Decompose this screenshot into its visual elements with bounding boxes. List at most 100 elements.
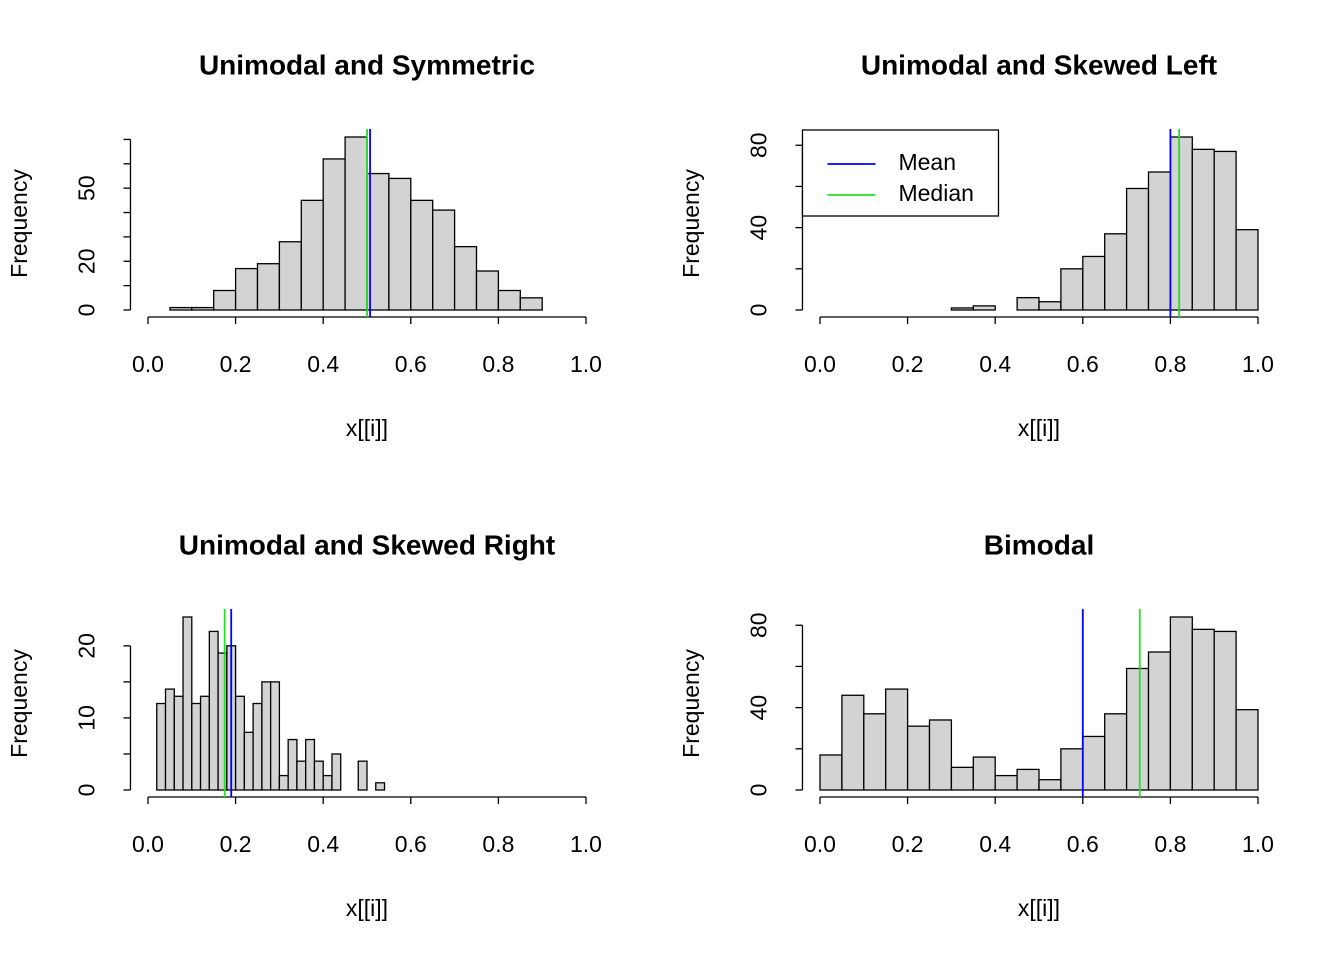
- x-tick-label: 1.0: [570, 351, 602, 377]
- y-tick-label: 0: [746, 304, 772, 317]
- chart-title: Unimodal and Skewed Right: [179, 529, 555, 560]
- bar: [243, 731, 254, 791]
- bar: [432, 209, 456, 311]
- panel: Unimodal and Skewed Right x[[i]] Frequency…: [6, 529, 602, 921]
- bar: [1235, 229, 1259, 311]
- x-tick-label: 0.6: [395, 831, 427, 857]
- x-tick-label: 0.0: [804, 351, 836, 377]
- bar: [1213, 630, 1237, 791]
- bar: [213, 289, 237, 311]
- bar: [1235, 709, 1259, 791]
- bar: [261, 681, 272, 791]
- bar: [1147, 171, 1172, 311]
- y-tick-label: 10: [74, 705, 100, 731]
- x-tick-label: 1.0: [1242, 831, 1274, 857]
- chart-title: Unimodal and Skewed Left: [861, 49, 1217, 80]
- bar: [322, 774, 333, 791]
- bar: [252, 702, 263, 791]
- x-tick-label: 1.0: [570, 831, 602, 857]
- x-tick-label: 0.8: [1154, 831, 1186, 857]
- bar: [300, 199, 324, 311]
- bar: [1060, 748, 1084, 791]
- x-tick-label: 0.8: [482, 351, 514, 377]
- bar: [156, 702, 167, 791]
- bar: [819, 754, 843, 791]
- panel: Bimodal x[[i]] Frequency 0.0 0.2 0.4 0.6 0.8 1.0…: [678, 529, 1274, 921]
- y-axis-label: Frequency: [678, 169, 704, 278]
- bar: [191, 702, 202, 791]
- bar: [519, 297, 543, 311]
- x-axis-label: x[[i]]: [346, 415, 388, 441]
- y-tick-label: 80: [746, 612, 772, 638]
- bar: [475, 270, 500, 311]
- x-tick-label: 0.2: [220, 351, 252, 377]
- bar: [191, 306, 215, 311]
- y-tick-label: 50: [74, 175, 100, 201]
- bar: [1060, 268, 1084, 311]
- legend-label: Mean: [898, 149, 956, 175]
- bar: [972, 756, 996, 791]
- x-tick-label: 0.8: [1154, 351, 1186, 377]
- bar: [1169, 616, 1193, 791]
- x-tick-label: 1.0: [1242, 351, 1274, 377]
- bar: [269, 681, 281, 791]
- bar: [296, 760, 307, 791]
- bar: [950, 766, 974, 791]
- bar: [1038, 779, 1062, 791]
- chart-title: Unimodal and Symmetric: [199, 49, 535, 80]
- bar: [863, 713, 887, 791]
- bar: [453, 245, 478, 311]
- x-tick-label: 0.0: [132, 351, 164, 377]
- bar: [1104, 233, 1128, 311]
- bar: [1082, 735, 1106, 791]
- bar: [1191, 148, 1215, 311]
- x-tick-label: 0.4: [979, 831, 1011, 857]
- x-axis-label: x[[i]]: [346, 895, 388, 921]
- x-tick-label: 0.4: [307, 831, 339, 857]
- bar: [344, 136, 368, 311]
- x-tick-label: 0.0: [132, 831, 164, 857]
- x-tick-label: 0.8: [482, 831, 514, 857]
- bar: [375, 782, 386, 791]
- bar: [972, 305, 996, 311]
- bar: [313, 760, 324, 791]
- y-tick-label: 40: [746, 215, 772, 241]
- bar: [1038, 301, 1062, 311]
- bar: [234, 267, 259, 311]
- bar: [906, 725, 931, 791]
- bar: [322, 158, 346, 311]
- bar: [182, 616, 193, 791]
- bar: [278, 241, 302, 311]
- bar: [497, 289, 521, 311]
- chart-title: Bimodal: [984, 529, 1094, 560]
- bar: [1125, 667, 1150, 791]
- legend-box: [801, 129, 1000, 217]
- x-tick-label: 0.4: [307, 351, 339, 377]
- x-tick-label: 0.2: [892, 831, 924, 857]
- panel: Unimodal and Skewed Left x[[i]] Frequency 0…: [678, 49, 1274, 441]
- legend-label: Median: [898, 180, 973, 206]
- bar: [256, 263, 281, 311]
- bar: [169, 306, 193, 311]
- x-tick-label: 0.0: [804, 831, 836, 857]
- bar: [1082, 255, 1106, 311]
- bar: [1191, 628, 1215, 791]
- x-tick-label: 0.2: [220, 831, 252, 857]
- y-tick-label: 0: [74, 784, 100, 797]
- x-tick-label: 0.6: [1067, 831, 1099, 857]
- x-axis-label: x[[i]]: [1018, 895, 1060, 921]
- bar: [841, 694, 865, 791]
- x-tick-label: 0.6: [1067, 351, 1099, 377]
- bar: [1147, 651, 1172, 791]
- bar: [164, 688, 175, 791]
- bar: [357, 760, 368, 791]
- bar: [1169, 136, 1193, 311]
- bar: [410, 199, 434, 311]
- x-tick-label: 0.2: [892, 351, 924, 377]
- bar: [234, 695, 246, 791]
- x-tick-label: 0.6: [395, 351, 427, 377]
- bar: [950, 307, 974, 311]
- bar: [305, 738, 316, 791]
- y-axis-label: Frequency: [678, 649, 704, 758]
